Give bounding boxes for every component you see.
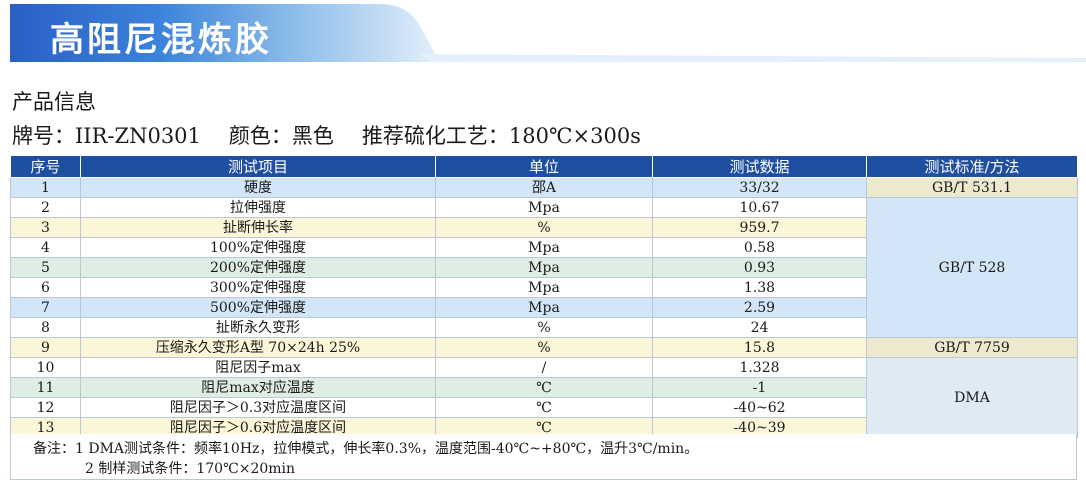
cell-value: -40~39 bbox=[652, 417, 867, 438]
table-row: 8 扯断永久变形 % 24 bbox=[10, 317, 1078, 338]
header-unit: 单位 bbox=[435, 155, 653, 178]
cell-item: 阻尼因子＞0.6对应温度区间 bbox=[80, 417, 436, 438]
table-row: 5 200%定伸强度 Mpa 0.93 bbox=[10, 257, 1078, 278]
cell-unit: ℃ bbox=[435, 417, 653, 438]
product-info-line: 牌号：IIR-ZN0301 颜色：黑色 推荐硫化工艺：180℃×300s bbox=[12, 120, 641, 150]
cell-standard: GB/T 7759 bbox=[866, 337, 1078, 358]
banner-shape bbox=[10, 4, 1086, 62]
cell-value: 959.7 bbox=[652, 217, 867, 238]
spec-table: 序号 测试项目 单位 测试数据 测试标准/方法 1 硬度 邵A 33/32 GB… bbox=[10, 155, 1078, 438]
cell-unit: / bbox=[435, 357, 653, 378]
cell-no: 1 bbox=[10, 177, 81, 198]
cell-no: 6 bbox=[10, 277, 81, 298]
section-heading: 产品信息 bbox=[12, 90, 96, 114]
header-no: 序号 bbox=[10, 155, 81, 178]
brand-label: 牌号： bbox=[12, 124, 75, 148]
cell-item: 扯断永久变形 bbox=[80, 317, 436, 338]
cell-value: 1.328 bbox=[652, 357, 867, 378]
table-row: 10 阻尼因子max / 1.328 DMA bbox=[10, 357, 1078, 438]
cell-item: 阻尼max对应温度 bbox=[80, 377, 436, 398]
cell-item: 200%定伸强度 bbox=[80, 257, 436, 278]
cell-value: -40~62 bbox=[652, 397, 867, 418]
cell-no: 8 bbox=[10, 317, 81, 338]
cell-item: 阻尼因子＞0.3对应温度区间 bbox=[80, 397, 436, 418]
cell-no: 5 bbox=[10, 257, 81, 278]
cell-item: 300%定伸强度 bbox=[80, 277, 436, 298]
table-row: 2 拉伸强度 Mpa 10.67 GB/T 528 bbox=[10, 197, 1078, 338]
cell-value: 10.67 bbox=[652, 197, 867, 218]
header-item: 测试项目 bbox=[80, 155, 436, 178]
cell-no: 12 bbox=[10, 397, 81, 418]
cell-standard: GB/T 531.1 bbox=[866, 177, 1078, 198]
remarks-box: 备注：1 DMA测试条件：频率10Hz，拉伸模式，伸长率0.3%，温度范围-40… bbox=[10, 434, 1077, 480]
title-banner: 高阻尼混炼胶 bbox=[10, 4, 1086, 62]
cell-unit: Mpa bbox=[435, 277, 653, 298]
cell-item: 扯断伸长率 bbox=[80, 217, 436, 238]
cell-unit: % bbox=[435, 317, 653, 338]
cell-value: 15.8 bbox=[652, 337, 867, 358]
cell-no: 11 bbox=[10, 377, 81, 398]
cell-unit: ℃ bbox=[435, 397, 653, 418]
cell-item: 拉伸强度 bbox=[80, 197, 436, 218]
table-row: 6 300%定伸强度 Mpa 1.38 bbox=[10, 277, 1078, 298]
cell-value: 0.93 bbox=[652, 257, 867, 278]
cell-unit: Mpa bbox=[435, 197, 653, 218]
cell-value: -1 bbox=[652, 377, 867, 398]
page-title: 高阻尼混炼胶 bbox=[50, 20, 272, 60]
table-header-row: 序号 测试项目 单位 测试数据 测试标准/方法 bbox=[10, 155, 1078, 178]
cell-value: 33/32 bbox=[652, 177, 867, 198]
remark-line-1: 备注：1 DMA测试条件：频率10Hz，拉伸模式，伸长率0.3%，温度范围-40… bbox=[33, 441, 699, 457]
cell-value: 24 bbox=[652, 317, 867, 338]
cell-item: 硬度 bbox=[80, 177, 436, 198]
cell-item: 阻尼因子max bbox=[80, 357, 436, 378]
header-standard: 测试标准/方法 bbox=[866, 155, 1078, 178]
cell-unit: % bbox=[435, 217, 653, 238]
cell-no: 3 bbox=[10, 217, 81, 238]
cell-no: 2 bbox=[10, 197, 81, 218]
cell-standard: GB/T 528 bbox=[866, 197, 1078, 338]
cure-value: 180℃×300s bbox=[508, 124, 641, 148]
cell-no: 13 bbox=[10, 417, 81, 438]
cell-unit: Mpa bbox=[435, 237, 653, 258]
remark-line-2: 2 制样测试条件：170℃×20min bbox=[85, 461, 296, 477]
table-row: 13 阻尼因子＞0.6对应温度区间 ℃ -40~39 bbox=[10, 417, 1078, 438]
cell-item: 压缩永久变形A型 70×24h 25% bbox=[80, 337, 436, 358]
cell-no: 10 bbox=[10, 357, 81, 378]
table-row: 3 扯断伸长率 % 959.7 bbox=[10, 217, 1078, 238]
cell-item: 100%定伸强度 bbox=[80, 237, 436, 258]
cell-item: 500%定伸强度 bbox=[80, 297, 436, 318]
cell-no: 4 bbox=[10, 237, 81, 258]
color-value: 黑色 bbox=[291, 124, 334, 148]
header-value: 测试数据 bbox=[652, 155, 867, 178]
table-row: 9 压缩永久变形A型 70×24h 25% % 15.8 GB/T 7759 bbox=[10, 337, 1078, 358]
cell-unit: % bbox=[435, 337, 653, 358]
cell-unit: Mpa bbox=[435, 257, 653, 278]
cure-label: 推荐硫化工艺： bbox=[361, 124, 509, 148]
cell-unit: 邵A bbox=[435, 177, 653, 198]
cell-standard: DMA bbox=[866, 357, 1078, 438]
cell-unit: Mpa bbox=[435, 297, 653, 318]
cell-no: 9 bbox=[10, 337, 81, 358]
cell-value: 0.58 bbox=[652, 237, 867, 258]
table-row: 11 阻尼max对应温度 ℃ -1 bbox=[10, 377, 1078, 398]
color-label: 颜色： bbox=[228, 124, 292, 148]
table-row: 1 硬度 邵A 33/32 GB/T 531.1 bbox=[10, 177, 1078, 198]
cell-no: 7 bbox=[10, 297, 81, 318]
cell-value: 2.59 bbox=[652, 297, 867, 318]
brand-value: IIR-ZN0301 bbox=[75, 124, 201, 148]
cell-value: 1.38 bbox=[652, 277, 867, 298]
cell-unit: ℃ bbox=[435, 377, 653, 398]
